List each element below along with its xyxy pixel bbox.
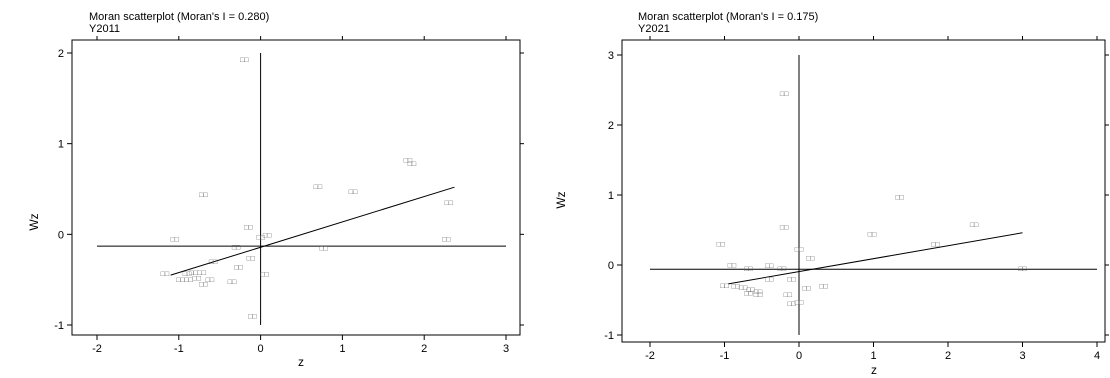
data-point: □□: [244, 225, 253, 232]
data-point: □□: [209, 259, 218, 266]
data-point: □□: [895, 195, 904, 202]
data-point: □□: [778, 266, 787, 273]
y-tick-label: 2: [608, 120, 614, 132]
data-point: □□: [795, 300, 804, 307]
moran-plot-2011: Moran scatterplot (Moran's I = 0.280) Y2…: [27, 11, 524, 369]
data-point: □□: [161, 271, 170, 278]
data-point: □□: [260, 272, 269, 279]
data-point: □□: [795, 246, 804, 253]
data-point: □□: [319, 245, 328, 252]
x-axis-label-2011: z: [298, 355, 304, 369]
data-point: □□: [802, 286, 811, 293]
fit-line: [170, 186, 455, 276]
y-tick-label: -1: [54, 320, 64, 332]
data-point: □□: [314, 184, 323, 191]
data-point: □□: [183, 271, 192, 278]
y-tick-label: 0: [608, 260, 614, 272]
data-point: □□: [197, 270, 206, 277]
y-tick-label: -1: [604, 330, 614, 342]
data-point: □□: [199, 192, 208, 199]
data-point: □□: [931, 242, 940, 249]
y-axis-label-2011: Wz: [27, 213, 41, 230]
data-point: □□: [765, 277, 774, 284]
chart-subtitle-2011: Y2011: [89, 23, 120, 35]
data-point: □□: [739, 285, 748, 292]
chart-title-2011: Moran scatterplot (Moran's I = 0.280): [89, 11, 269, 23]
x-tick-label: 1: [339, 343, 345, 355]
data-point: □□: [819, 284, 828, 291]
y-tick-label: 2: [58, 48, 64, 60]
x-tick-label: -1: [174, 343, 184, 355]
data-point: □□: [754, 289, 763, 296]
data-point: □□: [744, 266, 753, 273]
data-point: □□: [728, 263, 737, 270]
plot-frame: [71, 39, 521, 336]
x-tick-label: -2: [92, 343, 102, 355]
x-tick-label: 2: [945, 350, 951, 362]
x-tick-label: 3: [1019, 350, 1025, 362]
y-tick-label: 3: [608, 50, 614, 62]
data-point: □□: [744, 291, 753, 298]
data-point: □□: [184, 277, 193, 284]
data-point: □□: [806, 256, 815, 263]
x-tick-label: 4: [1094, 350, 1100, 362]
y-tick-label: 0: [58, 229, 64, 241]
chart-subtitle-2021: Y2021: [638, 23, 670, 35]
moran-plot-2021: Moran scatterplot (Moran's I = 0.175) Y2…: [554, 11, 1109, 377]
data-point: □□: [256, 235, 265, 242]
y-axis-label-2021: Wz: [554, 191, 568, 208]
data-point: □□: [780, 91, 789, 98]
x-tick-label: 3: [503, 343, 509, 355]
data-point: □□: [349, 189, 358, 196]
data-point: □□: [234, 264, 243, 271]
data-point: □□: [176, 277, 185, 284]
data-point: □□: [206, 277, 215, 284]
data-point: □□: [1018, 266, 1027, 273]
data-point: □□: [408, 161, 417, 168]
data-point: □□: [228, 279, 237, 286]
x-tick-label: 0: [258, 343, 264, 355]
data-point: □□: [170, 236, 179, 243]
data-point: □□: [720, 283, 729, 290]
data-point: □□: [442, 236, 451, 243]
data-point: □□: [445, 200, 454, 207]
data-point: □□: [247, 255, 256, 262]
data-point: □□: [780, 225, 789, 232]
fit-line: [728, 232, 1023, 285]
x-tick-label: -2: [645, 350, 655, 362]
x-tick-label: 1: [870, 350, 876, 362]
data-point: □□: [731, 284, 740, 291]
data-point: □□: [248, 313, 257, 320]
x-tick-label: -1: [720, 350, 730, 362]
data-point: □□: [754, 292, 763, 299]
data-point: □□: [787, 277, 796, 284]
data-point: □□: [784, 292, 793, 299]
data-point: □□: [232, 245, 241, 252]
data-point: □□: [193, 275, 202, 282]
chart-title-2021: Moran scatterplot (Moran's I = 0.175): [638, 11, 818, 23]
data-point: □□: [868, 232, 877, 239]
x-axis-label-2021: z: [871, 363, 877, 377]
data-point: □□: [404, 157, 413, 164]
data-point: □□: [765, 263, 774, 270]
data-point: □□: [199, 282, 208, 289]
data-point: □□: [746, 287, 755, 294]
plot-frame: [621, 39, 1106, 343]
data-point: □□: [787, 301, 796, 308]
x-tick-label: 2: [421, 343, 427, 355]
data-point: □□: [970, 222, 979, 229]
y-tick-label: 1: [608, 190, 614, 202]
y-tick-label: 1: [58, 139, 64, 151]
x-tick-label: 0: [796, 350, 802, 362]
data-point: □□: [263, 233, 272, 240]
data-point: □□: [717, 242, 726, 249]
data-point: □□: [189, 270, 198, 277]
data-point: □□: [240, 57, 249, 64]
